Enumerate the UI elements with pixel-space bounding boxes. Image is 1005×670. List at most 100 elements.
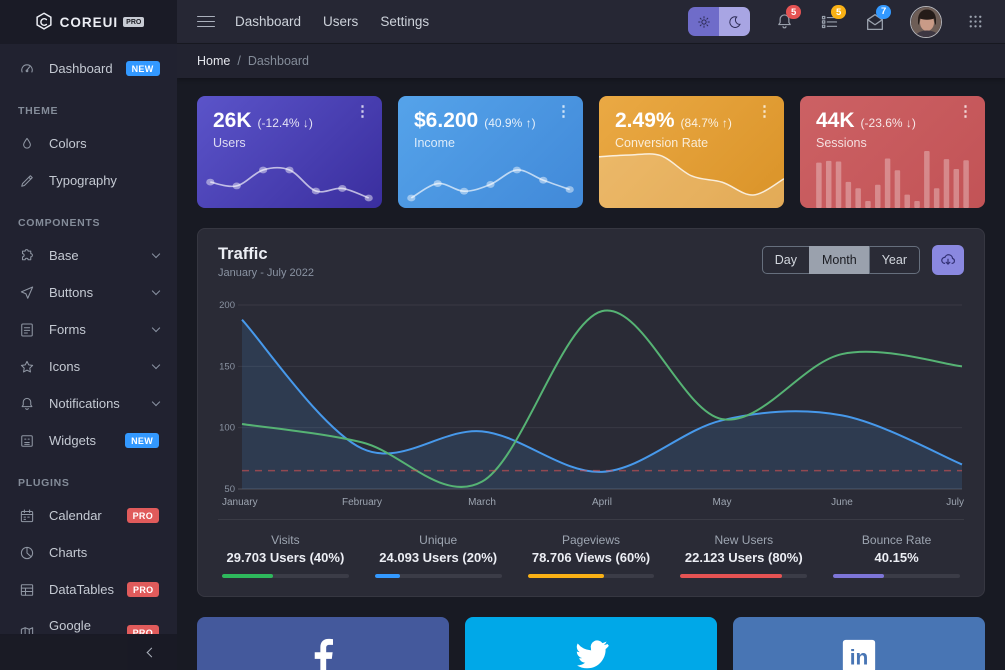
hamburger-icon[interactable] — [197, 12, 215, 31]
stat-card-conversion-rate: 2.49% (84.7% ↑) Conversion Rate ⋮ — [599, 96, 784, 208]
new-badge: NEW — [125, 61, 160, 76]
sidebar-item-forms[interactable]: Forms — [0, 311, 177, 348]
traffic-stats-row: Visits 29.703 Users (40%) Unique 24.093 … — [218, 519, 964, 588]
content: 26K (-12.4% ↓) Users ⋮ $6.200 (40.9% ↑) In… — [177, 78, 1005, 670]
sidebar-item-label: Icons — [49, 359, 81, 374]
svg-text:March: March — [468, 497, 496, 508]
header: Dashboard Users Settings 5 5 — [177, 0, 1005, 44]
dots-menu-icon[interactable]: ⋮ — [556, 103, 571, 120]
apps-menu-button[interactable] — [966, 12, 985, 31]
calendar-icon — [18, 507, 36, 525]
breadcrumb-home[interactable]: Home — [197, 54, 231, 68]
sidebar-nav: Dashboard NEW THEME Colors Typography CO… — [0, 44, 177, 634]
facebook-card[interactable] — [197, 617, 449, 670]
stat-label: Income — [414, 136, 455, 150]
range-day-button[interactable]: Day — [761, 246, 810, 274]
linkedin-icon: in — [842, 639, 876, 670]
traffic-subtitle: January - July 2022 — [218, 267, 314, 279]
stat-card-users: 26K (-12.4% ↓) Users ⋮ — [197, 96, 382, 208]
sidebar-item-icons[interactable]: Icons — [0, 348, 177, 385]
svg-text:200: 200 — [219, 300, 235, 311]
svg-text:50: 50 — [224, 484, 235, 495]
map-icon — [18, 624, 36, 634]
theme-toggle — [688, 7, 750, 36]
tasks-count: 5 — [831, 5, 847, 19]
pencil-icon — [18, 172, 36, 190]
dots-menu-icon[interactable]: ⋮ — [757, 103, 772, 120]
sidebar-minimizer[interactable] — [0, 634, 177, 670]
sidebar-item-base[interactable]: Base — [0, 237, 177, 274]
linkedin-card[interactable]: in — [733, 617, 985, 670]
sidebar-item-datatables[interactable]: DataTables PRO — [0, 571, 177, 608]
section-title-plugins: PLUGINS — [18, 477, 70, 489]
range-month-button[interactable]: Month — [808, 246, 870, 274]
stat-value: 24.093 Users (20%) — [379, 550, 498, 565]
sidebar-item-charts[interactable]: Charts — [0, 534, 177, 571]
dots-menu-icon[interactable]: ⋮ — [355, 103, 370, 120]
sidebar-item-dashboard[interactable]: Dashboard NEW — [0, 50, 177, 87]
sidebar-item-calendar[interactable]: Calendar PRO — [0, 497, 177, 534]
star-icon — [18, 358, 36, 376]
svg-text:April: April — [592, 497, 612, 508]
sun-icon — [697, 15, 710, 28]
twitter-card[interactable] — [465, 617, 717, 670]
dots-menu-icon[interactable]: ⋮ — [958, 103, 973, 120]
drop-icon — [18, 135, 36, 153]
sidebar-item-buttons[interactable]: Buttons — [0, 274, 177, 311]
chevron-down-icon — [151, 323, 161, 333]
stat-delta: (84.7% ↑) — [680, 116, 732, 130]
puzzle-icon — [18, 247, 36, 265]
pro-badge: PRO — [126, 508, 159, 523]
light-mode-button[interactable] — [688, 7, 719, 36]
sidebar-item-notifications[interactable]: Notifications — [0, 385, 177, 422]
progress-bar — [527, 574, 655, 578]
envelope-open-icon — [867, 13, 883, 30]
sessions-bars — [816, 151, 969, 208]
breadcrumb: Home / Dashboard — [177, 44, 1005, 78]
sidebar-item-label: Colors — [49, 136, 87, 151]
sidebar-item-label: Widgets — [49, 433, 96, 448]
brand-pro-badge: PRO — [123, 17, 145, 27]
sidebar-item-typography[interactable]: Typography — [0, 162, 177, 199]
svg-text:May: May — [713, 497, 732, 508]
nav-dashboard[interactable]: Dashboard — [235, 14, 302, 29]
tasks-button[interactable]: 5 — [819, 5, 847, 32]
stat-delta: (-23.6% ↓) — [860, 116, 916, 130]
download-button[interactable] — [932, 245, 964, 275]
cursor-icon — [18, 284, 36, 302]
sidebar-item-label: Buttons — [49, 285, 94, 300]
twitter-icon — [576, 640, 609, 669]
messages-button[interactable]: 7 — [864, 4, 892, 33]
stat-value: 22.123 Users (80%) — [684, 550, 803, 565]
sidebar-item-label: Notifications — [49, 396, 120, 411]
sidebar-item-colors[interactable]: Colors — [0, 125, 177, 162]
nav-users[interactable]: Users — [323, 14, 359, 29]
stat-value: 40.15% — [874, 550, 919, 565]
header-nav: Dashboard Users Settings — [235, 14, 429, 29]
sidebar-item-google-maps[interactable]: Google Maps PRO — [0, 608, 177, 634]
notifications-count: 5 — [786, 5, 802, 19]
breadcrumb-current: Dashboard — [247, 54, 309, 68]
sidebar-item-label: Typography — [49, 173, 117, 188]
traffic-stat-bounce-rate: Bounce Rate 40.15% — [833, 533, 960, 578]
svg-text:July: July — [946, 497, 964, 508]
income-sparkline — [407, 166, 574, 202]
dark-mode-button[interactable] — [719, 7, 750, 36]
sidebar-item-widgets[interactable]: Widgets NEW — [0, 422, 177, 459]
brand[interactable]: COREUI PRO — [0, 0, 177, 44]
sidebar-item-label: Forms — [49, 322, 86, 337]
traffic-stat-pageviews: Pageviews 78.706 Views (60%) — [527, 533, 655, 578]
notifications-button[interactable]: 5 — [774, 5, 802, 32]
range-year-button[interactable]: Year — [868, 246, 920, 274]
avatar[interactable] — [910, 5, 942, 38]
chevron-left-icon — [146, 647, 157, 657]
traffic-stat-new-users: New Users 22.123 Users (80%) — [680, 533, 808, 578]
progress-bar — [680, 574, 808, 578]
nav-settings[interactable]: Settings — [380, 14, 430, 29]
section-title-components: COMPONENTS — [18, 217, 101, 229]
traffic-title: Traffic — [218, 245, 268, 263]
table-icon — [18, 581, 36, 599]
coreui-logo-icon — [33, 11, 55, 33]
chevron-down-icon — [151, 397, 161, 407]
speedometer-icon — [18, 60, 36, 78]
